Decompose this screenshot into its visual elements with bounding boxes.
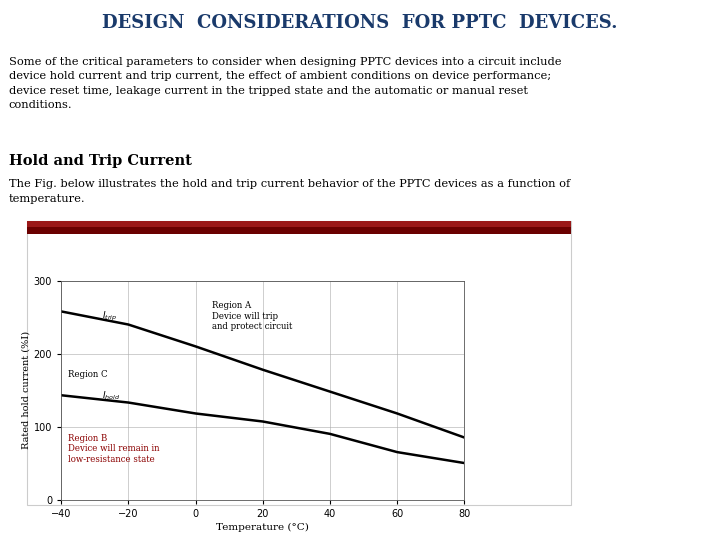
Text: Some of the critical parameters to consider when designing PPTC devices into a c: Some of the critical parameters to consi… (9, 57, 561, 110)
Y-axis label: Rated hold current (%I): Rated hold current (%I) (22, 331, 31, 449)
Text: The Fig. below illustrates the hold and trip current behavior of the PPTC device: The Fig. below illustrates the hold and … (9, 179, 570, 204)
Text: Region B
Device will remain in
low-resistance state: Region B Device will remain in low-resis… (68, 434, 159, 464)
Text: Hold and Trip Current: Hold and Trip Current (9, 154, 192, 168)
Bar (27, 221, 571, 227)
Bar (27, 227, 571, 234)
Text: DESIGN  CONSIDERATIONS  FOR PPTC  DEVICES.: DESIGN CONSIDERATIONS FOR PPTC DEVICES. (102, 14, 618, 31)
Text: $I_{trip}$: $I_{trip}$ (102, 310, 117, 323)
Text: $I_{hold}$: $I_{hold}$ (102, 389, 120, 402)
Text: Region A
Device will trip
and protect circuit: Region A Device will trip and protect ci… (212, 301, 293, 331)
Text: Region C: Region C (68, 370, 107, 379)
Bar (27, 221, 571, 505)
X-axis label: Temperature (°C): Temperature (°C) (217, 523, 309, 532)
